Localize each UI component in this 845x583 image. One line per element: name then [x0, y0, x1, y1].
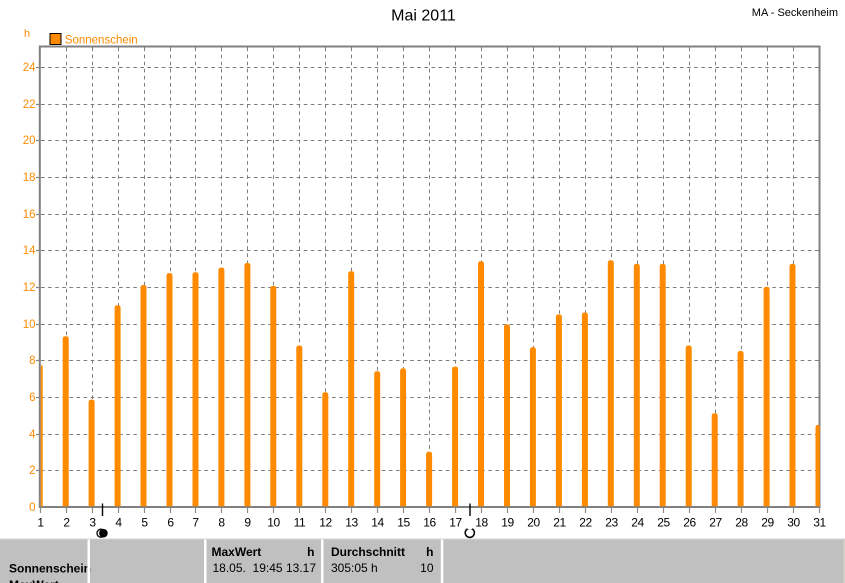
svg-text:13: 13	[345, 516, 358, 530]
svg-text:17: 17	[449, 516, 462, 530]
svg-text:h: h	[307, 545, 314, 559]
svg-text:Sonnenschein: Sonnenschein	[9, 562, 91, 576]
svg-text:MaxWert: MaxWert	[9, 578, 59, 583]
svg-text:6: 6	[167, 516, 174, 530]
svg-text:22: 22	[579, 516, 592, 530]
svg-text:Durchschnitt: Durchschnitt	[331, 545, 405, 559]
svg-text:7: 7	[192, 516, 199, 530]
svg-text:4: 4	[29, 429, 36, 441]
svg-text:16: 16	[23, 209, 36, 221]
svg-text:24: 24	[23, 62, 36, 74]
svg-text:8: 8	[29, 355, 35, 367]
svg-text:12: 12	[23, 282, 36, 294]
svg-text:20: 20	[527, 516, 540, 530]
svg-text:2: 2	[29, 465, 35, 477]
svg-text:23: 23	[605, 516, 618, 530]
svg-text:28: 28	[735, 516, 748, 530]
svg-text:4: 4	[115, 516, 122, 530]
svg-text:MA - Seckenheim: MA - Seckenheim	[752, 7, 838, 19]
svg-text:h: h	[24, 28, 30, 40]
svg-text:5: 5	[141, 516, 148, 530]
svg-text:29: 29	[761, 516, 774, 530]
svg-text:MaxWert: MaxWert	[212, 545, 262, 559]
svg-text:Mai 2011: Mai 2011	[391, 8, 456, 25]
svg-text:h: h	[426, 545, 433, 559]
svg-text:31: 31	[813, 516, 826, 530]
svg-text:11: 11	[294, 516, 306, 530]
svg-text:9: 9	[244, 516, 251, 530]
svg-text:30: 30	[787, 516, 800, 530]
svg-text:18.05. 19:45: 18.05. 19:45	[213, 561, 283, 575]
svg-text:6: 6	[29, 392, 35, 404]
svg-text:16: 16	[423, 516, 436, 530]
svg-text:25: 25	[657, 516, 670, 530]
svg-text:1: 1	[37, 516, 44, 530]
svg-text:22: 22	[23, 99, 36, 111]
svg-text:27: 27	[709, 516, 722, 530]
svg-text:19: 19	[501, 516, 514, 530]
svg-text:26: 26	[683, 516, 696, 530]
svg-text:21: 21	[553, 516, 566, 530]
svg-text:12: 12	[319, 516, 332, 530]
svg-text:13.17: 13.17	[286, 561, 316, 575]
svg-text:20: 20	[23, 135, 36, 147]
svg-text:15: 15	[397, 516, 410, 530]
svg-text:0: 0	[29, 502, 35, 514]
svg-text:18: 18	[475, 516, 488, 530]
svg-text:14: 14	[23, 245, 36, 257]
svg-text:Sonnenschein: Sonnenschein	[65, 35, 138, 47]
svg-text:18: 18	[23, 172, 36, 184]
svg-text:10: 10	[420, 561, 434, 575]
svg-text:10: 10	[267, 516, 280, 530]
svg-text:3: 3	[89, 516, 96, 530]
svg-text:2: 2	[63, 516, 70, 530]
svg-text:24: 24	[631, 516, 644, 530]
svg-text:14: 14	[371, 516, 384, 530]
svg-text:10: 10	[23, 319, 36, 331]
svg-text:8: 8	[218, 516, 225, 530]
svg-text:305:05 h: 305:05 h	[331, 561, 378, 575]
